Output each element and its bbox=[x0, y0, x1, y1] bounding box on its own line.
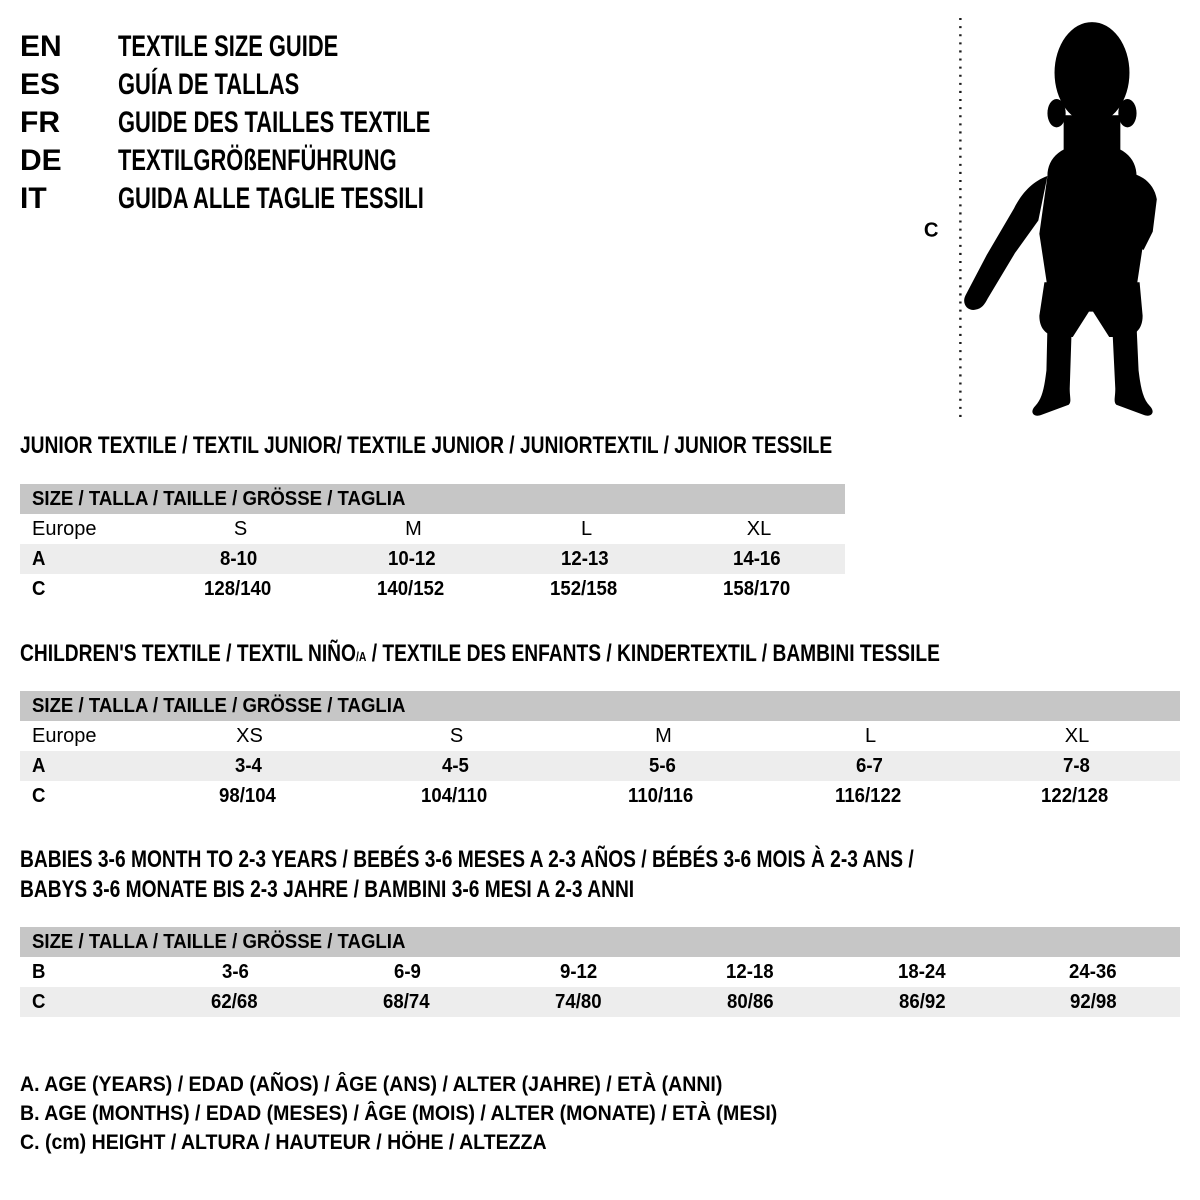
svg-text:C: C bbox=[924, 220, 939, 242]
